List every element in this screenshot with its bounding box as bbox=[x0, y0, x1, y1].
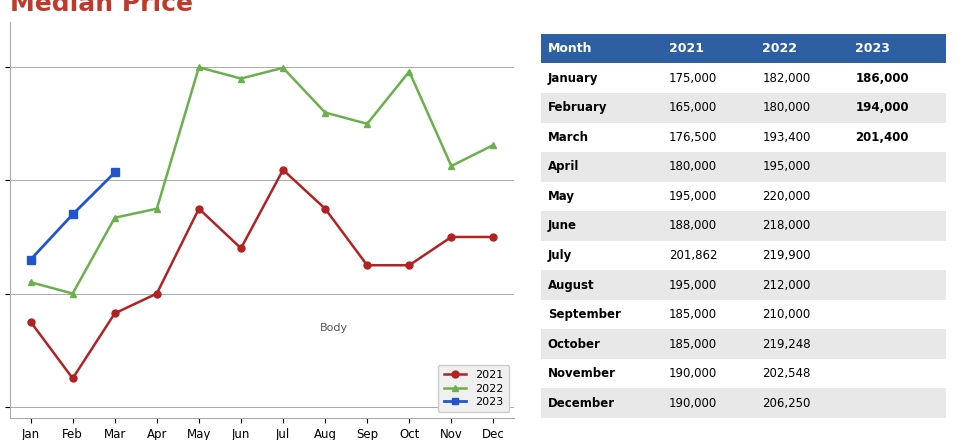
FancyBboxPatch shape bbox=[541, 93, 663, 122]
FancyBboxPatch shape bbox=[756, 300, 850, 330]
Text: 201,862: 201,862 bbox=[669, 249, 718, 262]
Text: December: December bbox=[548, 397, 614, 410]
FancyBboxPatch shape bbox=[850, 122, 947, 152]
Text: February: February bbox=[548, 101, 607, 114]
FancyBboxPatch shape bbox=[663, 34, 756, 63]
Text: 212,000: 212,000 bbox=[762, 279, 810, 292]
Text: October: October bbox=[548, 337, 601, 351]
FancyBboxPatch shape bbox=[663, 152, 756, 182]
FancyBboxPatch shape bbox=[663, 63, 756, 93]
FancyBboxPatch shape bbox=[850, 389, 947, 418]
FancyBboxPatch shape bbox=[663, 182, 756, 211]
FancyBboxPatch shape bbox=[541, 359, 663, 389]
FancyBboxPatch shape bbox=[850, 211, 947, 241]
FancyBboxPatch shape bbox=[756, 389, 850, 418]
FancyBboxPatch shape bbox=[663, 359, 756, 389]
FancyBboxPatch shape bbox=[663, 389, 756, 418]
FancyBboxPatch shape bbox=[663, 330, 756, 359]
Text: 190,000: 190,000 bbox=[669, 397, 717, 410]
FancyBboxPatch shape bbox=[850, 93, 947, 122]
Text: 194,000: 194,000 bbox=[855, 101, 909, 114]
Text: 188,000: 188,000 bbox=[669, 220, 717, 232]
FancyBboxPatch shape bbox=[756, 270, 850, 300]
FancyBboxPatch shape bbox=[541, 152, 663, 182]
FancyBboxPatch shape bbox=[850, 330, 947, 359]
Text: March: March bbox=[548, 131, 588, 144]
Text: 186,000: 186,000 bbox=[855, 72, 909, 85]
Text: 195,000: 195,000 bbox=[669, 279, 717, 292]
FancyBboxPatch shape bbox=[541, 330, 663, 359]
Text: 210,000: 210,000 bbox=[762, 308, 810, 321]
FancyBboxPatch shape bbox=[850, 63, 947, 93]
FancyBboxPatch shape bbox=[541, 270, 663, 300]
Text: 2021: 2021 bbox=[669, 42, 704, 55]
Text: July: July bbox=[548, 249, 572, 262]
FancyBboxPatch shape bbox=[756, 182, 850, 211]
FancyBboxPatch shape bbox=[541, 63, 663, 93]
Text: 176,500: 176,500 bbox=[669, 131, 717, 144]
Text: 201,400: 201,400 bbox=[855, 131, 909, 144]
FancyBboxPatch shape bbox=[663, 122, 756, 152]
Text: 193,400: 193,400 bbox=[762, 131, 810, 144]
FancyBboxPatch shape bbox=[541, 122, 663, 152]
FancyBboxPatch shape bbox=[663, 241, 756, 270]
FancyBboxPatch shape bbox=[663, 211, 756, 241]
Text: 175,000: 175,000 bbox=[669, 72, 717, 85]
Text: June: June bbox=[548, 220, 577, 232]
FancyBboxPatch shape bbox=[756, 152, 850, 182]
FancyBboxPatch shape bbox=[756, 63, 850, 93]
FancyBboxPatch shape bbox=[850, 152, 947, 182]
Text: 220,000: 220,000 bbox=[762, 190, 810, 203]
FancyBboxPatch shape bbox=[663, 93, 756, 122]
Text: 165,000: 165,000 bbox=[669, 101, 717, 114]
Text: August: August bbox=[548, 279, 594, 292]
FancyBboxPatch shape bbox=[756, 93, 850, 122]
Text: Body: Body bbox=[320, 323, 348, 333]
FancyBboxPatch shape bbox=[541, 300, 663, 330]
FancyBboxPatch shape bbox=[756, 211, 850, 241]
Text: 180,000: 180,000 bbox=[762, 101, 810, 114]
FancyBboxPatch shape bbox=[850, 182, 947, 211]
Text: January: January bbox=[548, 72, 598, 85]
Legend: 2021, 2022, 2023: 2021, 2022, 2023 bbox=[439, 365, 509, 412]
Text: 2022: 2022 bbox=[762, 42, 797, 55]
Text: 185,000: 185,000 bbox=[669, 337, 717, 351]
FancyBboxPatch shape bbox=[850, 359, 947, 389]
Text: April: April bbox=[548, 160, 579, 173]
FancyBboxPatch shape bbox=[541, 34, 663, 63]
FancyBboxPatch shape bbox=[541, 389, 663, 418]
FancyBboxPatch shape bbox=[541, 211, 663, 241]
FancyBboxPatch shape bbox=[850, 241, 947, 270]
FancyBboxPatch shape bbox=[541, 241, 663, 270]
Text: November: November bbox=[548, 367, 615, 380]
Text: 190,000: 190,000 bbox=[669, 367, 717, 380]
Text: 206,250: 206,250 bbox=[762, 397, 810, 410]
FancyBboxPatch shape bbox=[663, 300, 756, 330]
Text: 185,000: 185,000 bbox=[669, 308, 717, 321]
Text: Month: Month bbox=[548, 42, 592, 55]
FancyBboxPatch shape bbox=[756, 359, 850, 389]
Text: 219,248: 219,248 bbox=[762, 337, 811, 351]
Text: 182,000: 182,000 bbox=[762, 72, 810, 85]
FancyBboxPatch shape bbox=[756, 241, 850, 270]
Text: 218,000: 218,000 bbox=[762, 220, 810, 232]
Text: 195,000: 195,000 bbox=[669, 190, 717, 203]
Text: 219,900: 219,900 bbox=[762, 249, 811, 262]
FancyBboxPatch shape bbox=[541, 182, 663, 211]
FancyBboxPatch shape bbox=[850, 34, 947, 63]
Text: Median Price: Median Price bbox=[10, 0, 193, 16]
FancyBboxPatch shape bbox=[663, 270, 756, 300]
Text: 2023: 2023 bbox=[855, 42, 890, 55]
FancyBboxPatch shape bbox=[756, 34, 850, 63]
FancyBboxPatch shape bbox=[850, 270, 947, 300]
Text: September: September bbox=[548, 308, 620, 321]
Text: 202,548: 202,548 bbox=[762, 367, 810, 380]
Text: 195,000: 195,000 bbox=[762, 160, 810, 173]
FancyBboxPatch shape bbox=[850, 300, 947, 330]
Text: May: May bbox=[548, 190, 575, 203]
FancyBboxPatch shape bbox=[756, 330, 850, 359]
FancyBboxPatch shape bbox=[756, 122, 850, 152]
Text: 180,000: 180,000 bbox=[669, 160, 717, 173]
